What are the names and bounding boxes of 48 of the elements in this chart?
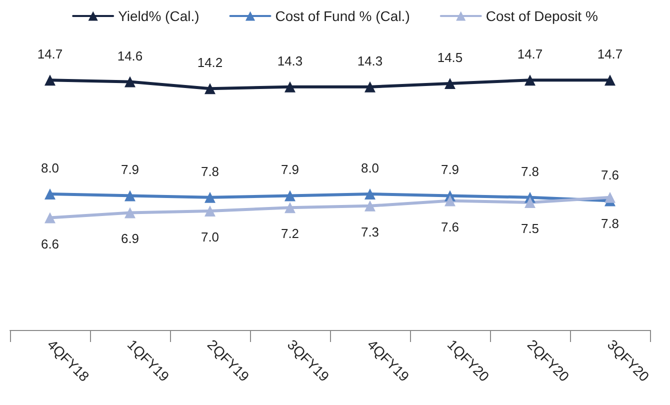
point bbox=[284, 81, 296, 92]
data-label: 7.6 bbox=[600, 167, 620, 182]
point bbox=[124, 207, 136, 218]
data-label: 7.5 bbox=[520, 221, 540, 236]
data-label: 6.9 bbox=[120, 231, 140, 246]
point bbox=[604, 74, 616, 86]
point bbox=[444, 78, 456, 89]
data-label: 7.9 bbox=[120, 162, 140, 178]
point bbox=[364, 200, 376, 212]
data-label: 14.3 bbox=[357, 53, 383, 68]
point bbox=[44, 212, 56, 224]
data-label: 14.3 bbox=[277, 53, 303, 68]
data-label: 14.2 bbox=[197, 55, 223, 70]
point bbox=[204, 83, 216, 94]
data-label: 7.8 bbox=[200, 164, 220, 179]
data-label: 7.3 bbox=[360, 224, 380, 240]
point bbox=[284, 202, 296, 214]
data-label: 7.2 bbox=[280, 226, 300, 242]
legend-label: Cost of Fund % (Cal.) bbox=[275, 8, 410, 24]
point bbox=[524, 74, 536, 86]
point bbox=[604, 192, 616, 203]
data-label: 7.8 bbox=[600, 216, 620, 231]
point bbox=[44, 188, 56, 200]
data-label: 14.7 bbox=[597, 46, 623, 62]
data-label: 14.7 bbox=[37, 46, 63, 62]
point bbox=[204, 192, 216, 203]
data-label: 6.6 bbox=[40, 236, 60, 252]
data-label: 7.6 bbox=[440, 219, 460, 234]
point bbox=[364, 81, 376, 92]
data-label: 14.7 bbox=[517, 46, 543, 62]
legend-label: Yield% (Cal.) bbox=[118, 8, 200, 24]
data-label: 7.9 bbox=[440, 162, 460, 178]
point bbox=[44, 74, 56, 86]
point bbox=[124, 76, 136, 88]
data-label: 8.0 bbox=[360, 160, 380, 176]
data-label: 8.0 bbox=[40, 160, 60, 176]
point bbox=[204, 206, 216, 216]
point bbox=[444, 195, 456, 206]
data-label: 7.8 bbox=[520, 164, 540, 179]
data-label: 14.5 bbox=[437, 50, 463, 65]
data-label: 7.9 bbox=[280, 162, 300, 178]
point bbox=[364, 188, 376, 200]
point bbox=[124, 190, 136, 202]
data-label: 7.0 bbox=[200, 230, 220, 244]
point bbox=[284, 190, 296, 202]
legend-label: Cost of Deposit % bbox=[486, 8, 598, 24]
data-label: 14.6 bbox=[117, 48, 143, 64]
point bbox=[524, 197, 536, 208]
